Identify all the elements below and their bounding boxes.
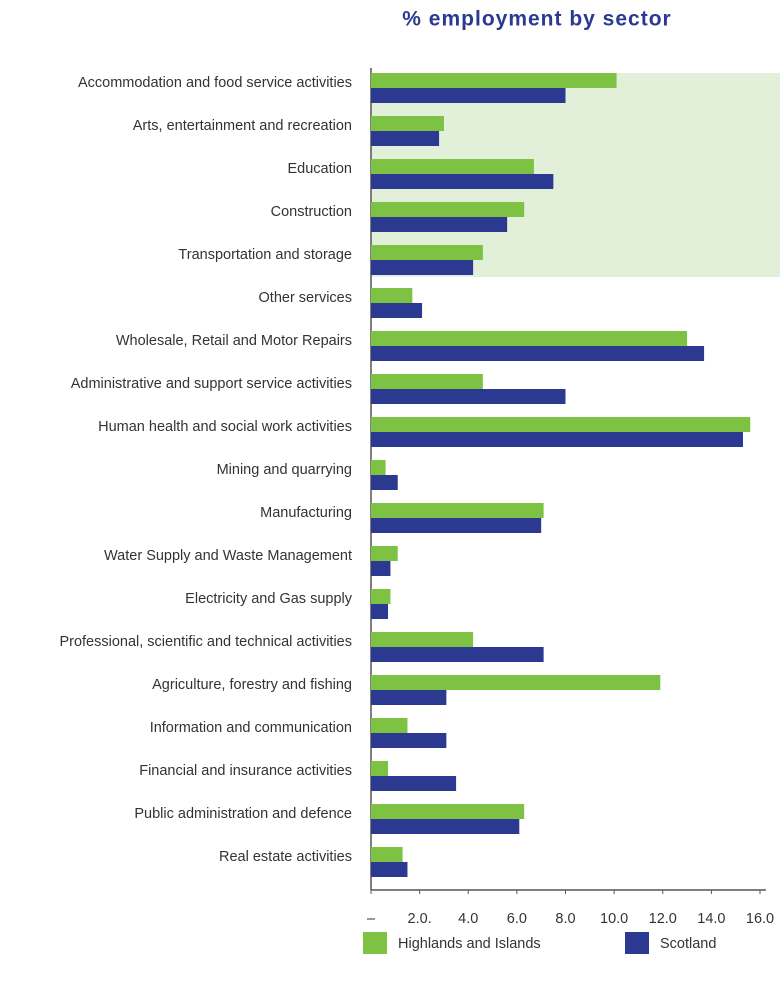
legend-swatch xyxy=(625,932,649,954)
bar xyxy=(371,847,403,862)
bar xyxy=(371,647,544,662)
bar xyxy=(371,561,391,576)
y-tick-label: Financial and insurance activities xyxy=(139,763,352,779)
bar xyxy=(371,475,398,490)
y-tick-label: Administrative and support service activ… xyxy=(71,376,352,392)
bar xyxy=(371,417,751,432)
x-tick-label: – xyxy=(367,911,376,927)
chart-title: % employment by sector xyxy=(402,8,671,31)
bar xyxy=(371,804,525,819)
bar xyxy=(371,131,440,146)
y-tick-label: Manufacturing xyxy=(260,505,352,521)
x-tick-label: 8.0 xyxy=(555,911,575,927)
bar xyxy=(371,675,661,690)
bar xyxy=(371,761,389,776)
bar xyxy=(371,862,408,877)
y-tick-label: Information and communication xyxy=(150,720,352,736)
bar xyxy=(371,776,457,791)
bar xyxy=(371,159,534,174)
y-tick-label: Other services xyxy=(259,290,352,306)
x-tick-label: 4.0 xyxy=(458,911,478,927)
y-tick-label: Human health and social work activities xyxy=(98,419,352,435)
bar xyxy=(371,174,554,189)
y-tick-label: Arts, entertainment and recreation xyxy=(133,118,352,134)
bar xyxy=(371,503,544,518)
bar xyxy=(371,460,386,475)
legend-swatch xyxy=(363,932,387,954)
bar xyxy=(371,690,447,705)
y-tick-label: Transportation and storage xyxy=(178,247,352,263)
bar xyxy=(371,604,389,619)
x-tick-label: 14.0 xyxy=(697,911,725,927)
x-tick-label: 16.0 xyxy=(746,911,774,927)
bar xyxy=(371,116,444,131)
y-tick-label: Construction xyxy=(271,204,352,220)
y-tick-label: Real estate activities xyxy=(219,849,352,865)
legend-label: Scotland xyxy=(660,936,716,952)
y-tick-label: Professional, scientific and technical a… xyxy=(59,634,352,650)
y-tick-label: Water Supply and Waste Management xyxy=(104,548,352,564)
bar xyxy=(371,331,688,346)
bar xyxy=(371,389,566,404)
bar xyxy=(371,245,483,260)
bar xyxy=(371,718,408,733)
bar xyxy=(371,288,413,303)
x-tick-label: 2.0. xyxy=(408,911,432,927)
bar xyxy=(371,217,508,232)
bar xyxy=(371,202,525,217)
legend-label: Highlands and Islands xyxy=(398,936,541,952)
bar xyxy=(371,346,705,361)
y-tick-label: Mining and quarrying xyxy=(217,462,352,478)
bar xyxy=(371,819,520,834)
y-tick-label: Education xyxy=(288,161,353,177)
bar xyxy=(371,589,391,604)
bar xyxy=(371,374,483,389)
bar xyxy=(371,260,474,275)
bar xyxy=(371,632,474,647)
bar xyxy=(371,518,542,533)
x-tick-label: 12.0 xyxy=(649,911,677,927)
x-tick-label: 10.0 xyxy=(600,911,628,927)
bar xyxy=(371,733,447,748)
bar xyxy=(371,546,398,561)
x-tick-label: 6.0 xyxy=(507,911,527,927)
y-tick-label: Accommodation and food service activitie… xyxy=(78,75,352,91)
bar xyxy=(371,432,743,447)
y-tick-label: Wholesale, Retail and Motor Repairs xyxy=(116,333,352,349)
y-tick-label: Public administration and defence xyxy=(134,806,352,822)
bar xyxy=(371,88,566,103)
bar xyxy=(371,73,617,88)
bar xyxy=(371,303,423,318)
y-tick-label: Agriculture, forestry and fishing xyxy=(152,677,352,693)
y-tick-label: Electricity and Gas supply xyxy=(185,591,353,607)
